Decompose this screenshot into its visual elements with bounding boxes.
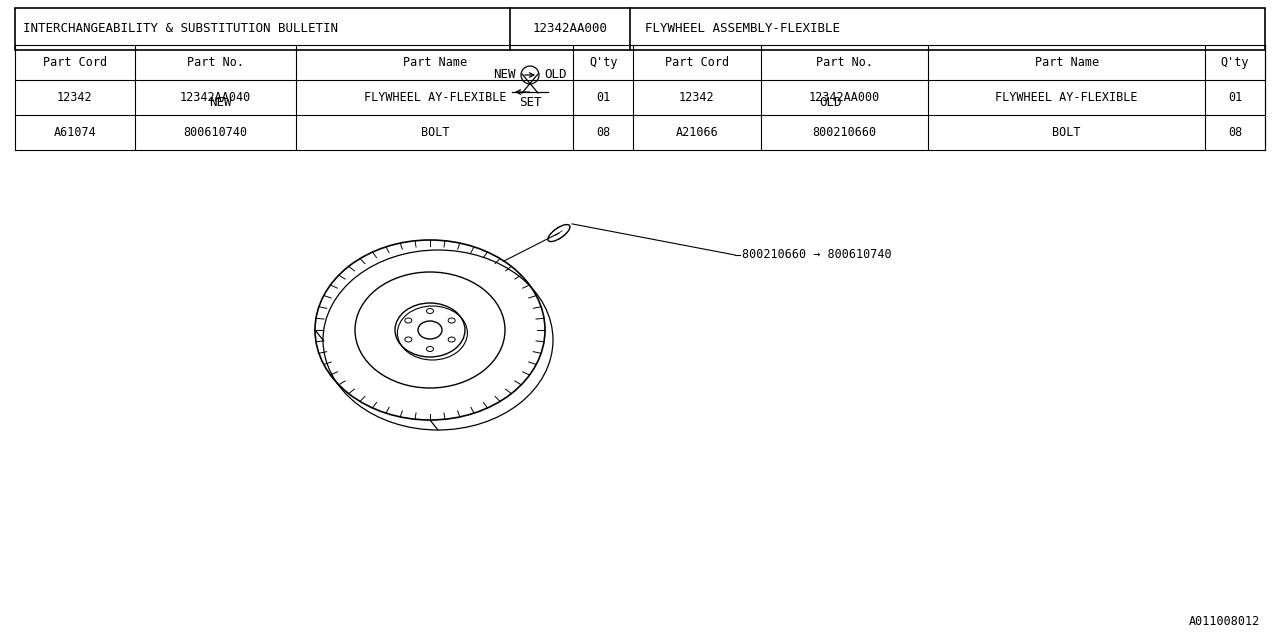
Text: 12342AA000: 12342AA000 — [809, 91, 879, 104]
Text: FLYWHEEL AY-FLEXIBLE: FLYWHEEL AY-FLEXIBLE — [364, 91, 506, 104]
Text: 800210660 → 800610740: 800210660 → 800610740 — [742, 248, 892, 262]
Text: FLYWHEEL ASSEMBLY-FLEXIBLE: FLYWHEEL ASSEMBLY-FLEXIBLE — [645, 22, 840, 35]
Text: FLYWHEEL AY-FLEXIBLE: FLYWHEEL AY-FLEXIBLE — [996, 91, 1138, 104]
Bar — [15, 8, 1265, 50]
Text: 08: 08 — [596, 126, 611, 139]
Text: INTERCHANGEABILITY & SUBSTITUTION BULLETIN: INTERCHANGEABILITY & SUBSTITUTION BULLET… — [23, 22, 338, 35]
Text: Part Name: Part Name — [403, 56, 467, 69]
Text: OLD: OLD — [819, 95, 841, 109]
Text: 12342AA040: 12342AA040 — [180, 91, 251, 104]
Text: Q'ty: Q'ty — [589, 56, 617, 69]
Text: 01: 01 — [1228, 91, 1242, 104]
Text: 12342: 12342 — [58, 91, 92, 104]
Text: SET: SET — [518, 97, 541, 109]
Text: Q'ty: Q'ty — [1221, 56, 1249, 69]
Text: A21066: A21066 — [676, 126, 718, 139]
Text: Part No.: Part No. — [187, 56, 244, 69]
Text: A61074: A61074 — [54, 126, 96, 139]
Text: BOLT: BOLT — [1052, 126, 1080, 139]
Text: NEW: NEW — [209, 95, 232, 109]
Text: OLD: OLD — [544, 68, 567, 81]
Text: Part Cord: Part Cord — [664, 56, 728, 69]
Text: BOLT: BOLT — [421, 126, 449, 139]
Text: 01: 01 — [596, 91, 611, 104]
Text: 08: 08 — [1228, 126, 1242, 139]
Text: 800210660: 800210660 — [813, 126, 877, 139]
Text: NEW: NEW — [494, 68, 516, 81]
Text: 12342AA000: 12342AA000 — [532, 22, 608, 35]
Text: 12342: 12342 — [680, 91, 714, 104]
Text: Part No.: Part No. — [815, 56, 873, 69]
Text: A011008012: A011008012 — [1189, 615, 1260, 628]
Text: 800610740: 800610740 — [183, 126, 247, 139]
Text: Part Cord: Part Cord — [42, 56, 108, 69]
Text: Part Name: Part Name — [1034, 56, 1098, 69]
